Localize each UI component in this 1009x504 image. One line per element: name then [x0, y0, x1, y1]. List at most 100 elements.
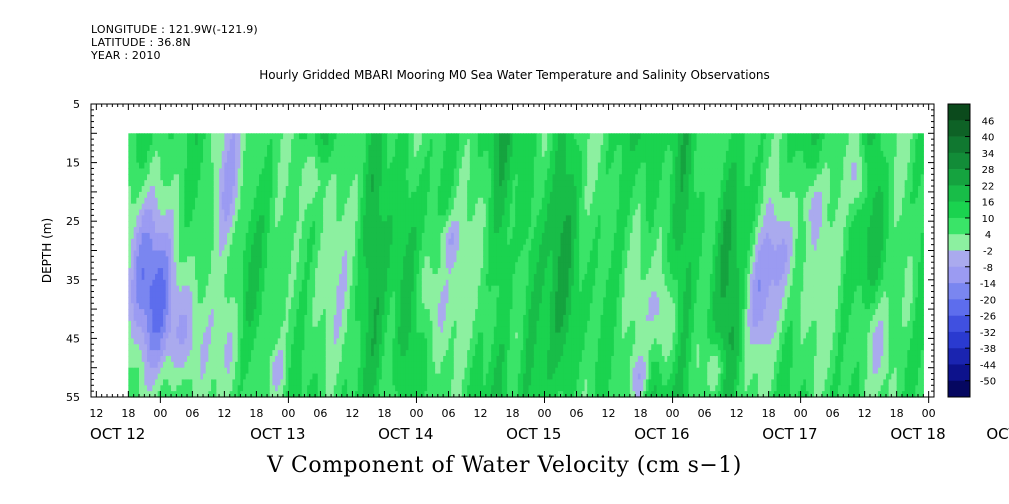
heatmap-cell	[352, 133, 356, 140]
heatmap-cell	[157, 344, 161, 351]
heatmap-cell	[301, 250, 306, 257]
heatmap-cell	[360, 291, 364, 298]
heatmap-cell	[403, 379, 407, 386]
heatmap-cell	[131, 326, 135, 334]
heatmap-cell	[128, 355, 132, 363]
heatmap-cell	[189, 262, 193, 269]
heatmap-cell	[320, 379, 324, 386]
heatmap-cell	[227, 268, 231, 275]
heatmap-cell	[299, 191, 303, 199]
heatmap-cell	[405, 273, 410, 281]
heatmap-cell	[141, 156, 145, 164]
heatmap-cell	[176, 215, 180, 222]
heatmap-cell	[368, 244, 372, 252]
heatmap-cell	[128, 256, 132, 263]
heatmap-cell	[267, 191, 271, 199]
heatmap-cell	[149, 391, 153, 398]
heatmap-cell	[171, 320, 175, 328]
heatmap-cell	[339, 385, 343, 392]
heatmap-cell	[365, 344, 370, 351]
heatmap-cell	[360, 314, 364, 322]
heatmap-cell	[299, 145, 303, 152]
heatmap-cell	[200, 303, 204, 310]
heatmap-cell	[165, 338, 169, 345]
heatmap-cell	[368, 250, 372, 257]
heatmap-cell	[283, 379, 287, 386]
heatmap-cell	[152, 150, 156, 158]
heatmap-cell	[203, 191, 207, 199]
heatmap-cell	[176, 332, 180, 339]
heatmap-cell	[323, 174, 327, 181]
heatmap-cell	[368, 373, 372, 381]
heatmap-cell	[352, 332, 356, 339]
heatmap-cell	[240, 227, 244, 234]
heatmap-cell	[240, 186, 244, 193]
heatmap-cell	[336, 232, 340, 240]
heatmap-cell	[173, 221, 177, 228]
heatmap-cell	[227, 291, 231, 298]
heatmap-cell	[387, 209, 391, 216]
heatmap-cell	[384, 250, 388, 257]
heatmap-cell	[397, 215, 402, 222]
heatmap-cell	[373, 355, 378, 363]
heatmap-cell	[363, 221, 367, 228]
heatmap-cell	[245, 332, 249, 339]
heatmap-cell	[232, 162, 236, 170]
heatmap-cell	[168, 244, 172, 252]
heatmap-cell	[269, 156, 274, 164]
heatmap-cell	[288, 256, 292, 263]
heatmap-cell	[344, 291, 348, 298]
heatmap-cell	[155, 174, 159, 181]
heatmap-cell	[357, 133, 362, 140]
heatmap-cell	[355, 244, 359, 252]
heatmap-cell	[347, 238, 351, 246]
heatmap-cell	[248, 268, 252, 275]
heatmap-cell	[213, 332, 217, 339]
heatmap-cell	[256, 332, 260, 339]
heatmap-cell	[365, 355, 370, 363]
heatmap-cell	[384, 150, 388, 158]
heatmap-cell	[181, 285, 185, 293]
heatmap-cell	[285, 186, 290, 193]
heatmap-cell	[139, 215, 143, 222]
heatmap-cell	[264, 133, 268, 140]
heatmap-cell	[347, 133, 351, 140]
heatmap-cell	[339, 209, 343, 216]
heatmap-cell	[363, 191, 367, 199]
heatmap-cell	[339, 133, 343, 140]
heatmap-cell	[349, 139, 354, 146]
heatmap-cell	[144, 367, 148, 375]
heatmap-cell	[184, 332, 188, 339]
heatmap-cell	[405, 309, 410, 316]
heatmap-cell	[237, 391, 241, 398]
heatmap-cell	[325, 297, 330, 304]
heatmap-cell	[395, 350, 399, 357]
heatmap-cell	[320, 320, 324, 328]
heatmap-cell	[408, 291, 412, 298]
heatmap-cell	[341, 203, 346, 211]
heatmap-cell	[355, 367, 359, 375]
heatmap-cell	[400, 186, 404, 193]
heatmap-cell	[197, 215, 201, 222]
heatmap-cell	[357, 156, 362, 164]
heatmap-cell	[277, 156, 282, 164]
heatmap-cell	[416, 285, 420, 293]
heatmap-cell	[336, 379, 340, 386]
heatmap-cell	[405, 156, 410, 164]
heatmap-cell	[395, 379, 399, 386]
heatmap-cell	[379, 268, 383, 275]
heatmap-cell	[421, 303, 426, 310]
heatmap-cell	[253, 279, 257, 287]
heatmap-cell	[192, 227, 196, 234]
heatmap-cell	[336, 256, 340, 263]
heatmap-cell	[152, 180, 156, 187]
heatmap-cell	[285, 262, 290, 269]
heatmap-cell	[371, 303, 375, 310]
heatmap-cell	[331, 385, 335, 392]
heatmap-cell	[328, 232, 332, 240]
heatmap-cell	[387, 186, 391, 193]
heatmap-cell	[296, 209, 300, 216]
heatmap-cell	[293, 238, 298, 246]
heatmap-cell	[267, 139, 271, 146]
heatmap-cell	[245, 262, 249, 269]
